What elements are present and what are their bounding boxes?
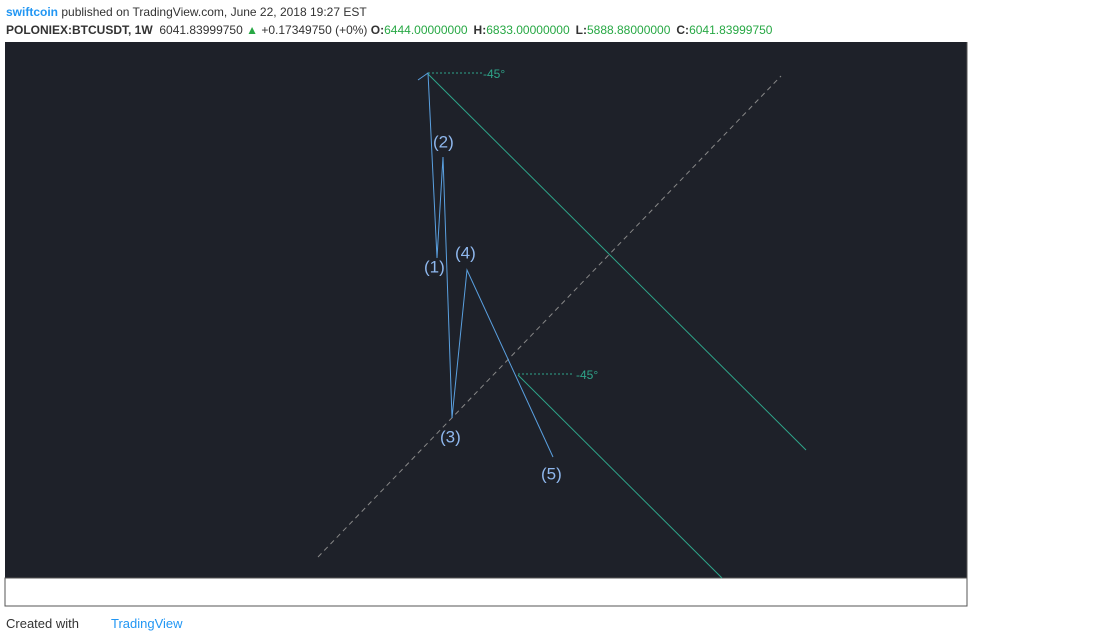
wave-label: (3) — [440, 427, 461, 446]
header: swiftcoin published on TradingView.com, … — [6, 3, 778, 39]
wave-label: (4) — [455, 243, 476, 262]
created: Created with — [6, 616, 79, 631]
published: published on TradingView.com, June 22, 2… — [61, 5, 367, 19]
fib-trend — [317, 75, 782, 558]
publish-line: swiftcoin published on TradingView.com, … — [6, 3, 778, 21]
plot-bg — [5, 42, 967, 578]
change: +0.17349750 (+0%) — [261, 23, 368, 37]
wave-label: (1) — [424, 257, 445, 276]
wave-path — [417, 72, 554, 458]
ohlc-key: L: — [575, 23, 587, 37]
brand[interactable]: TradingView — [110, 616, 183, 631]
footer: Created with TradingView — [6, 616, 183, 631]
trend-line — [426, 72, 807, 451]
author[interactable]: swiftcoin — [6, 5, 59, 19]
ohlc: O:6444.00000000 H:6833.00000000 L:5888.880… — [371, 23, 779, 37]
ohlc-key: H: — [473, 23, 487, 37]
angle-label: -45° — [483, 67, 505, 81]
ohlc-value: 6833.00000000 — [486, 23, 570, 37]
last: 6041.83999750 — [159, 23, 243, 37]
wave-label: (5) — [541, 464, 562, 483]
wave-label: (2) — [433, 132, 454, 151]
ohlc-value: 6041.83999750 — [689, 23, 773, 37]
ohlc-value: 5888.88000000 — [586, 23, 671, 37]
trend-line — [517, 374, 723, 579]
ohlc-key: C: — [676, 23, 690, 37]
ohlc-key: O: — [370, 23, 385, 37]
quote-line: POLONIEX:BTCUSDT, 1W 6041.83999750 ▲ +0.… — [6, 21, 778, 39]
ohlc-value: 6444.00000000 — [384, 23, 468, 37]
angle-label: -45° — [576, 368, 598, 382]
symbol: POLONIEX:BTCUSDT, 1W — [6, 23, 153, 37]
x-axis-bg — [4, 577, 968, 607]
waves: (1) (2) (3) (4) (5) — [424, 132, 562, 483]
